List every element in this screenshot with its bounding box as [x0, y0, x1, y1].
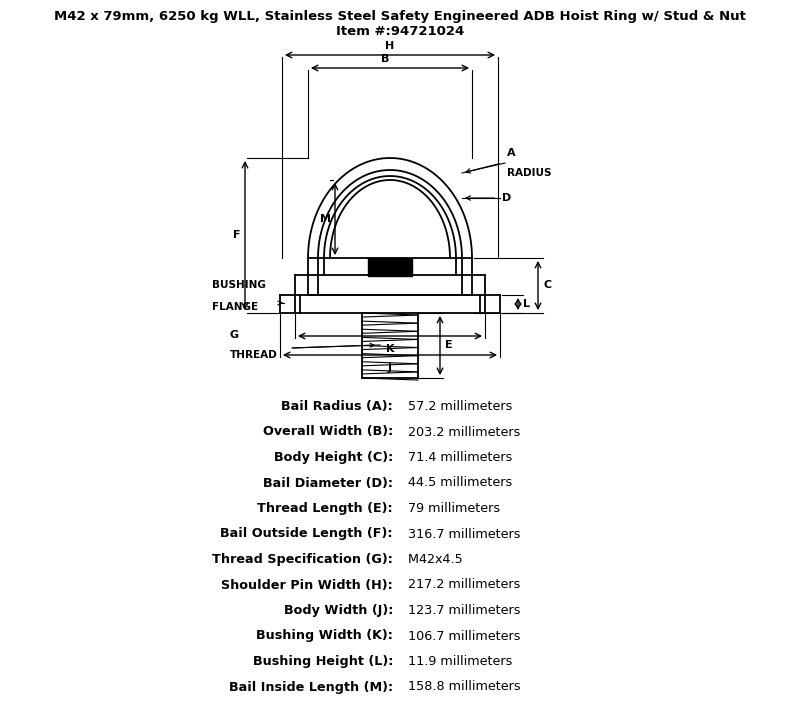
Text: K: K	[386, 344, 394, 354]
Text: 106.7 millimeters: 106.7 millimeters	[400, 629, 521, 643]
Text: 203.2 millimeters: 203.2 millimeters	[400, 425, 520, 439]
Text: 57.2 millimeters: 57.2 millimeters	[400, 400, 512, 413]
Text: Bushing Height (L):: Bushing Height (L):	[253, 655, 393, 668]
Text: M: M	[320, 214, 331, 224]
Text: 79 millimeters: 79 millimeters	[400, 502, 500, 515]
Text: Shoulder Pin Width (H):: Shoulder Pin Width (H):	[222, 579, 393, 591]
Text: Thread Specification (G):: Thread Specification (G):	[212, 553, 393, 566]
Text: Bushing Width (K):: Bushing Width (K):	[256, 629, 393, 643]
Text: J: J	[388, 363, 392, 373]
Text: 71.4 millimeters: 71.4 millimeters	[400, 451, 512, 464]
Text: FLANGE: FLANGE	[212, 302, 258, 312]
Text: A: A	[507, 148, 516, 158]
Text: Item #:94721024: Item #:94721024	[336, 25, 464, 38]
Text: G: G	[230, 330, 239, 340]
Text: M42 x 79mm, 6250 kg WLL, Stainless Steel Safety Engineered ADB Hoist Ring w/ Stu: M42 x 79mm, 6250 kg WLL, Stainless Steel…	[54, 10, 746, 23]
Text: 316.7 millimeters: 316.7 millimeters	[400, 527, 521, 541]
Text: Bail Inside Length (M):: Bail Inside Length (M):	[229, 681, 393, 693]
Text: Overall Width (B):: Overall Width (B):	[262, 425, 393, 439]
Polygon shape	[368, 258, 412, 276]
Text: 217.2 millimeters: 217.2 millimeters	[400, 579, 520, 591]
Text: H: H	[386, 41, 394, 51]
Text: E: E	[445, 340, 453, 351]
Text: THREAD: THREAD	[230, 350, 278, 360]
Text: Body Width (J):: Body Width (J):	[284, 604, 393, 617]
Text: M42x4.5: M42x4.5	[400, 553, 462, 566]
Text: RADIUS: RADIUS	[507, 168, 551, 178]
Text: 44.5 millimeters: 44.5 millimeters	[400, 477, 512, 489]
Text: D: D	[502, 193, 511, 203]
Text: Bail Diameter (D):: Bail Diameter (D):	[263, 477, 393, 489]
Text: Bail Outside Length (F):: Bail Outside Length (F):	[221, 527, 393, 541]
Text: C: C	[543, 280, 551, 290]
Text: 11.9 millimeters: 11.9 millimeters	[400, 655, 512, 668]
Text: BUSHING: BUSHING	[212, 280, 266, 290]
Text: Body Height (C):: Body Height (C):	[274, 451, 393, 464]
Text: Bail Radius (A):: Bail Radius (A):	[282, 400, 393, 413]
Text: 158.8 millimeters: 158.8 millimeters	[400, 681, 521, 693]
Text: Thread Length (E):: Thread Length (E):	[258, 502, 393, 515]
Text: L: L	[523, 299, 530, 309]
Text: 123.7 millimeters: 123.7 millimeters	[400, 604, 521, 617]
Text: B: B	[381, 54, 389, 64]
Text: F: F	[234, 231, 241, 240]
